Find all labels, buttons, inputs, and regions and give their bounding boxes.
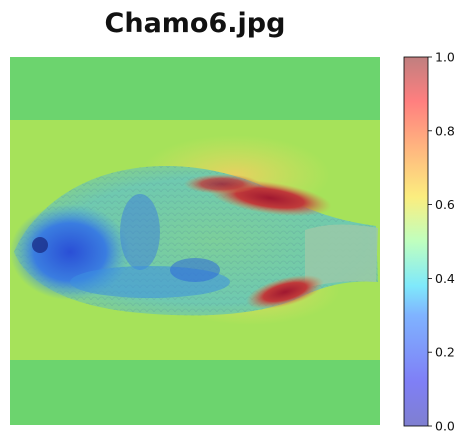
fish-eye (32, 237, 48, 253)
fish-tail (305, 224, 378, 288)
dorsal-fin-hot-front (184, 174, 260, 194)
colorbar-tick-label: 0.6 (435, 197, 455, 212)
background-band-bottom (10, 360, 380, 425)
colorbar-tick-label: 0.8 (435, 123, 455, 138)
chart-title: Chamo6.jpg (104, 8, 286, 39)
belly-cold-spot (170, 258, 220, 282)
colorbar-tick-label: 1.0 (435, 50, 455, 65)
colorbar (403, 56, 429, 427)
colorbar-tick-label: 0.2 (435, 345, 455, 360)
colorbar-ticks: 0.0 0.2 0.4 0.6 0.8 1.0 (428, 50, 455, 434)
anal-fin-hot-region (246, 274, 324, 310)
colorbar-tick-label: 0.0 (435, 419, 455, 434)
mid-body-cold-region (120, 194, 160, 270)
colorbar-tick-label: 0.4 (435, 271, 455, 286)
